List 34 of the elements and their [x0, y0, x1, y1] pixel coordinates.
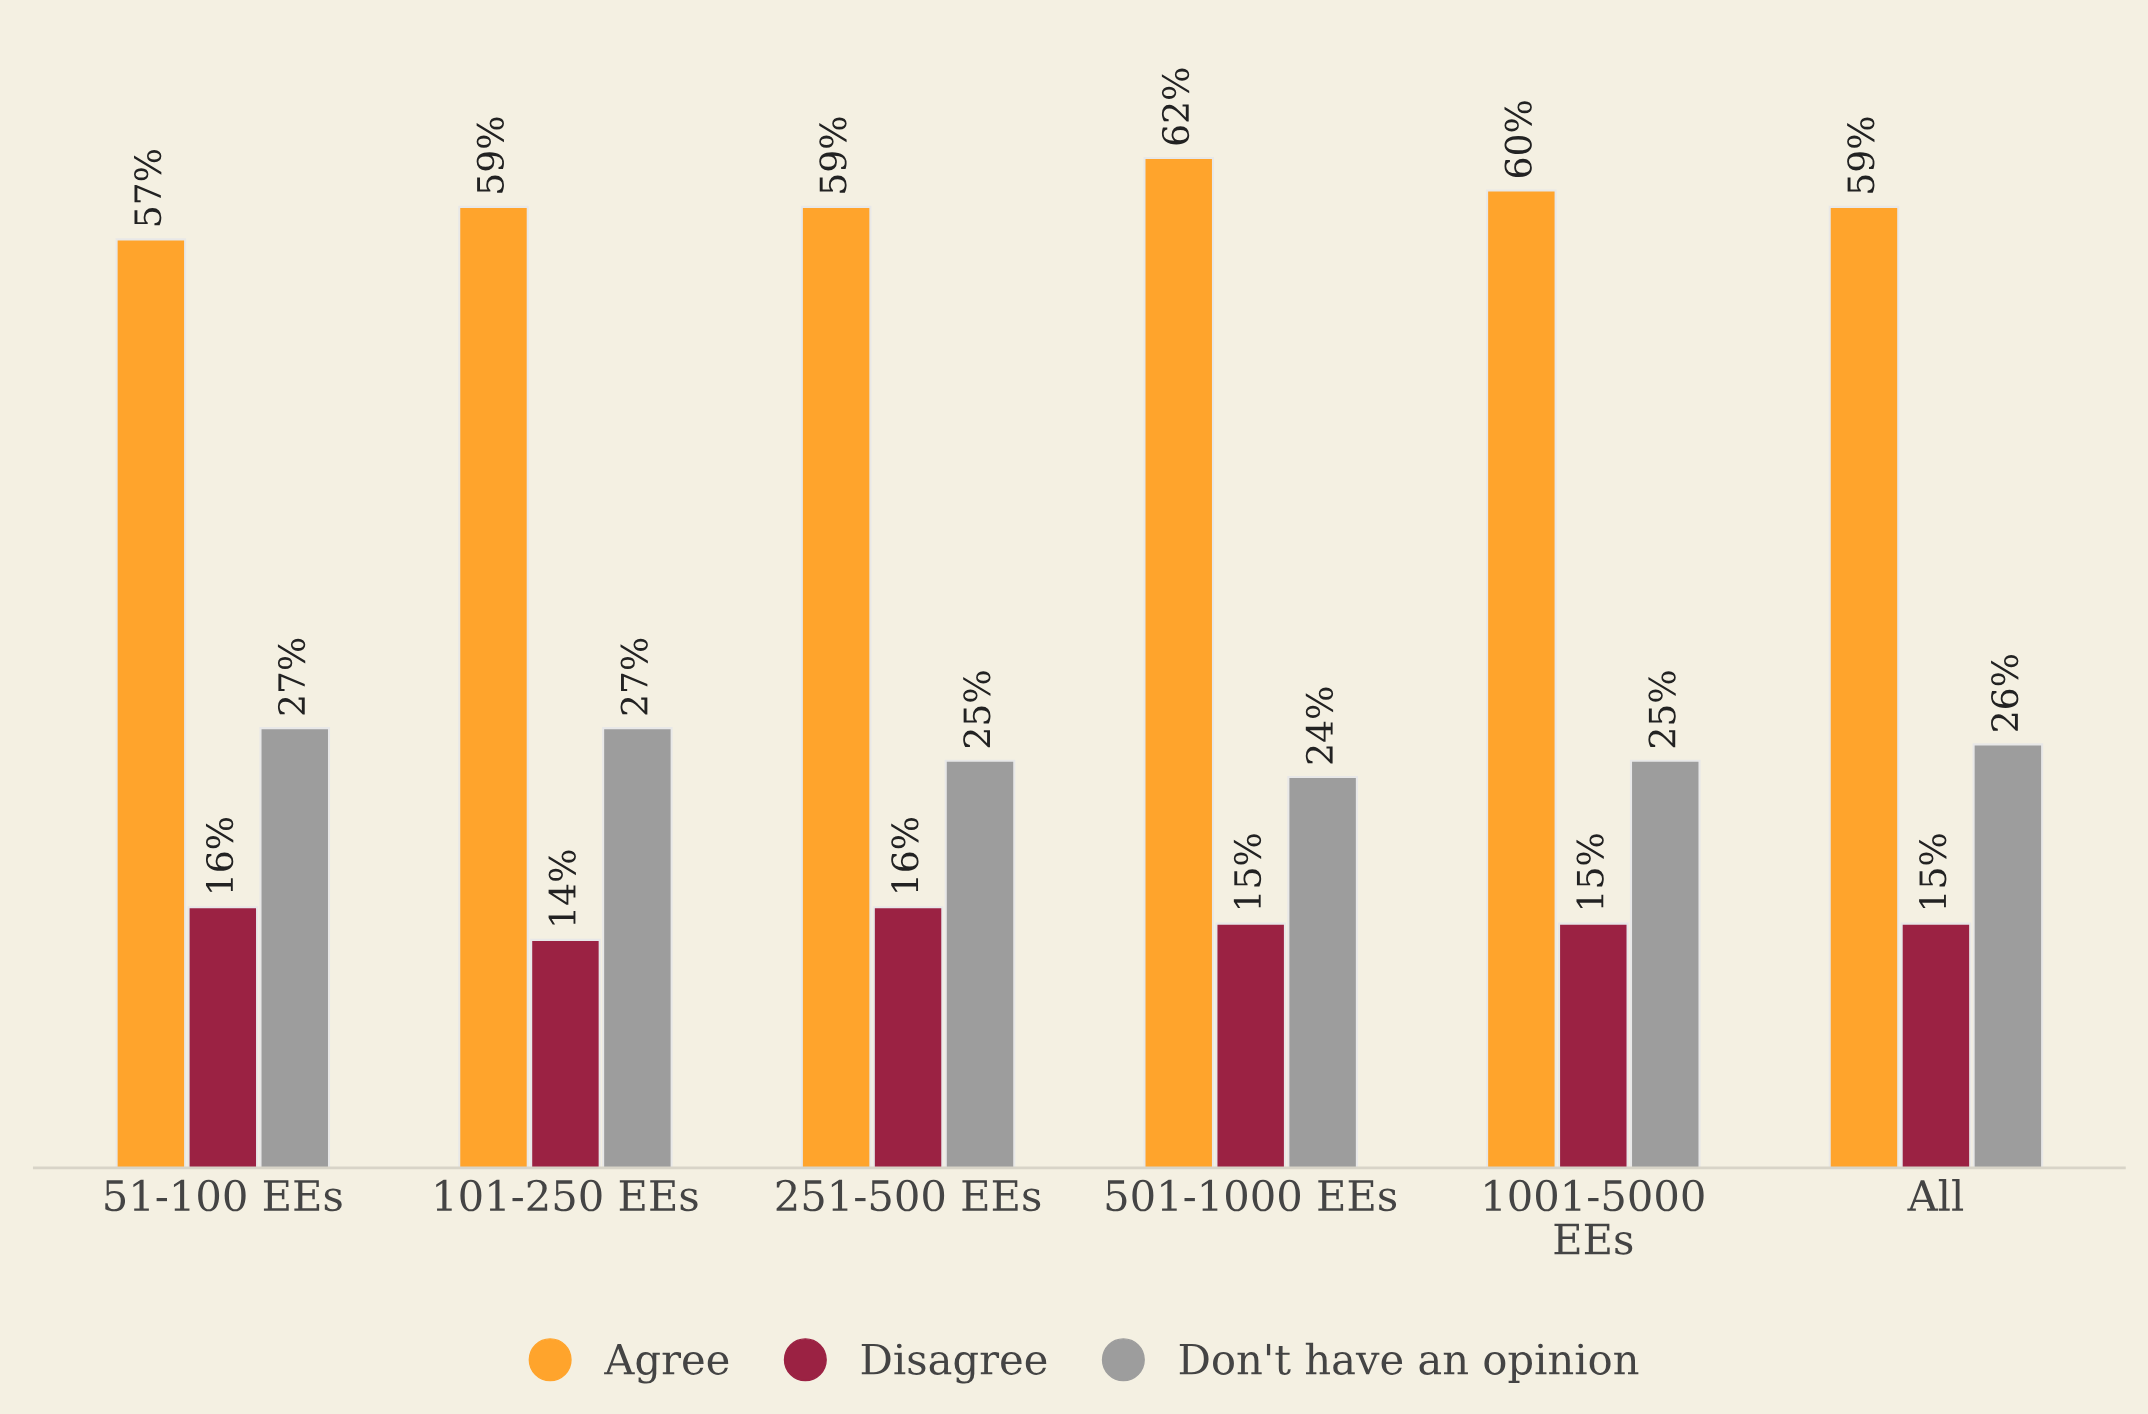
bar — [115, 238, 187, 1168]
bar — [944, 759, 1016, 1168]
data-label: 16% — [205, 817, 234, 892]
data-label: 60% — [1504, 101, 1532, 178]
data-label: 16% — [891, 817, 919, 892]
data-label: 27% — [620, 638, 648, 715]
bar — [1900, 922, 1972, 1168]
data-label: 25% — [1648, 671, 1676, 748]
data-label: 15% — [1233, 834, 1262, 909]
data-label: 59% — [476, 117, 504, 193]
data-label: 15% — [1919, 834, 1947, 909]
data-label: 15% — [1576, 834, 1604, 909]
data-label: 14% — [548, 850, 576, 925]
data-label: 57% — [134, 150, 162, 226]
data-label: 59% — [819, 117, 847, 193]
x-tick-label: 51-100 EEs — [105, 1179, 342, 1212]
legend-label: Disagree — [861, 1343, 1047, 1384]
legend-label: Don't have an opinion — [1179, 1342, 1639, 1383]
bar — [1972, 743, 2044, 1168]
data-label: 59% — [1847, 117, 1875, 193]
data-label: 27% — [277, 638, 306, 715]
bar — [1828, 205, 1900, 1168]
x-tick-label: 501-1000 EEs — [1106, 1179, 1397, 1212]
bar — [872, 906, 944, 1168]
legend-label: Agree — [604, 1343, 729, 1384]
data-label: 25% — [963, 671, 991, 748]
data-label: 26% — [1991, 655, 2019, 731]
data-label: 24% — [1305, 687, 1334, 764]
x-tick-label: All — [1907, 1179, 1964, 1211]
x-tick-label: 1001-5000 EEs — [1485, 1179, 1704, 1255]
x-tick-label: 101-250 EEs — [436, 1179, 698, 1212]
bar — [800, 205, 872, 1168]
data-label: 62% — [1161, 68, 1190, 145]
x-tick-label: 251-500 EEs — [776, 1179, 1041, 1212]
